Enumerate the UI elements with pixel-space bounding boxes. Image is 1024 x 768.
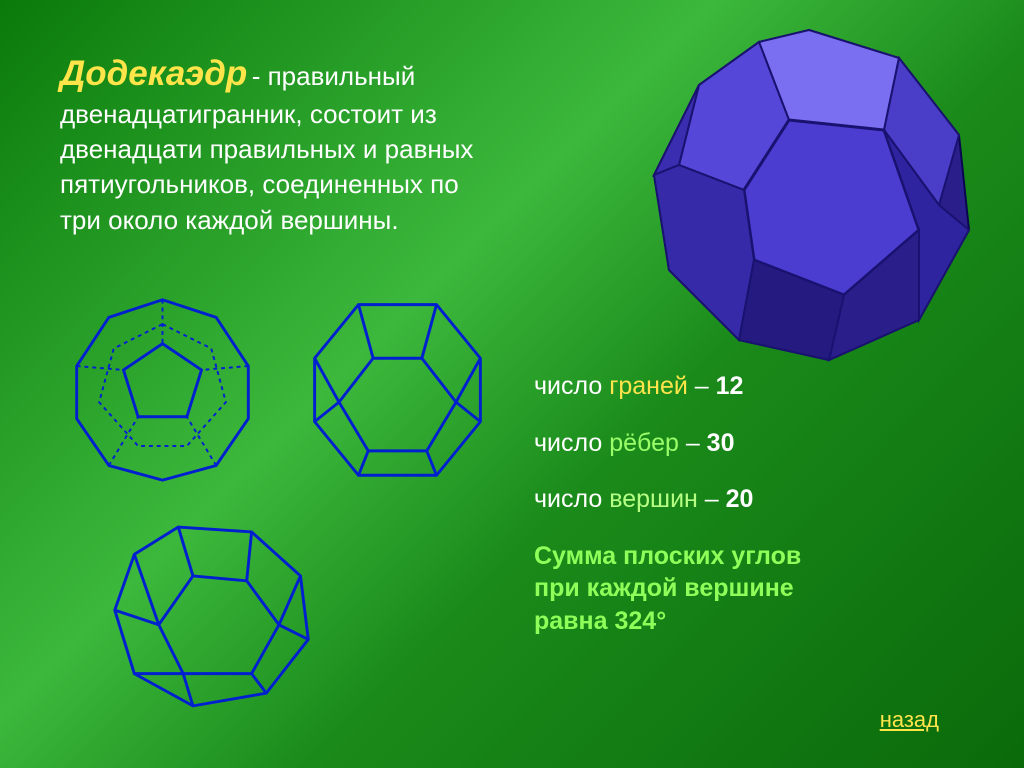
stat-vertices-label-p1: число bbox=[534, 485, 609, 513]
stat-faces-label-p2: граней bbox=[609, 372, 688, 400]
stat-faces-value: 12 bbox=[716, 372, 744, 400]
stat-edges-value: 30 bbox=[707, 429, 735, 457]
title-block: Додекаэдр - правильный двенадцатигранник… bbox=[60, 50, 580, 238]
definition-inline: - правильный bbox=[252, 61, 416, 91]
slide-title: Додекаэдр bbox=[60, 54, 247, 93]
stat-faces-sep: – bbox=[688, 372, 716, 400]
stat-vertices-label-p2: вершин bbox=[609, 485, 698, 513]
wireframe-diagrams bbox=[65, 290, 495, 720]
wireframe-oblique-view bbox=[105, 515, 320, 715]
stats-block: число граней – 12 число рёбер – 30 число… bbox=[534, 370, 964, 637]
definition-line-2: двенадцати правильных и равных bbox=[60, 132, 580, 167]
sum-angles: Сумма плоских углов при каждой вершине р… bbox=[534, 540, 964, 638]
definition-line-3: пятиугольников, соединенных по bbox=[60, 167, 580, 202]
dodecahedron-3d bbox=[629, 20, 989, 375]
wireframe-top-view bbox=[65, 290, 260, 485]
stat-faces: число граней – 12 bbox=[534, 370, 964, 403]
wireframe-front-view bbox=[300, 290, 495, 485]
sum-line-1: Сумма плоских углов bbox=[534, 542, 801, 570]
definition-line-4: три около каждой вершины. bbox=[60, 203, 580, 238]
stat-faces-label-p1: число bbox=[534, 372, 609, 400]
stat-edges-label-p2: рёбер bbox=[609, 429, 679, 457]
sum-line-3: равна 324° bbox=[534, 607, 666, 635]
stat-edges-label-p1: число bbox=[534, 429, 609, 457]
stat-vertices: число вершин – 20 bbox=[534, 483, 964, 516]
sum-line-2: при каждой вершине bbox=[534, 574, 794, 602]
stat-edges-sep: – bbox=[679, 429, 707, 457]
stat-vertices-value: 20 bbox=[726, 485, 754, 513]
stat-vertices-sep: – bbox=[698, 485, 726, 513]
definition-line-1: двенадцатигранник, состоит из bbox=[60, 97, 580, 132]
back-link[interactable]: назад bbox=[880, 707, 939, 733]
stat-edges: число рёбер – 30 bbox=[534, 427, 964, 460]
